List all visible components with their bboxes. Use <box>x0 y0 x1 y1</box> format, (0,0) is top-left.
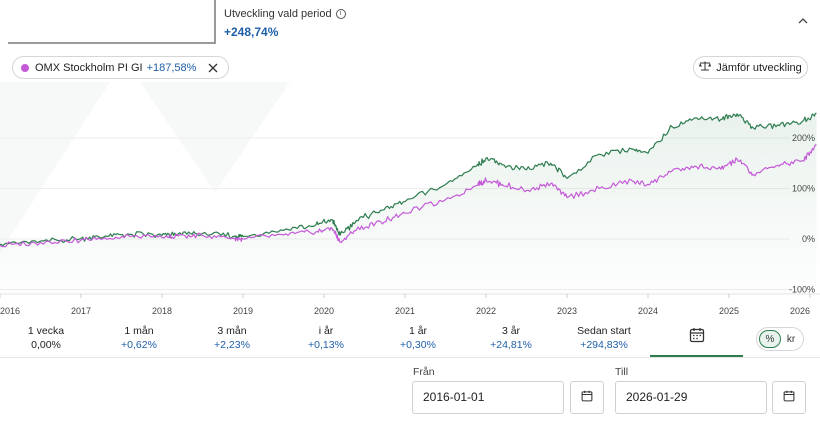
preset-label: 1 vecka <box>27 325 65 337</box>
scale-icon <box>699 61 712 74</box>
series-color-dot <box>21 63 29 72</box>
x-tick-label: 2024 <box>638 306 658 316</box>
preset-value: +2,23% <box>214 339 250 351</box>
from-calendar-button[interactable] <box>570 381 604 414</box>
to-label: Till <box>615 366 629 378</box>
preset-option[interactable]: i år +0,13% <box>281 325 371 351</box>
x-tick-label: 2025 <box>719 306 739 316</box>
unit-toggle: % kr <box>756 327 804 351</box>
x-tick-label: 2019 <box>233 306 253 316</box>
preset-option[interactable]: 3 år +24,81% <box>466 325 556 351</box>
preset-label: 1 år <box>408 325 428 337</box>
compare-button[interactable]: Jämför utveckling <box>693 56 808 79</box>
preset-label: 1 mån <box>124 325 154 337</box>
x-tick-label: 2017 <box>71 306 91 316</box>
x-tick-label: 2026 <box>790 306 810 316</box>
preset-option[interactable]: 1 år +0,30% <box>373 325 463 351</box>
from-date-input[interactable]: 2016-01-01 <box>412 381 564 414</box>
selected-tab-indicator <box>8 0 216 44</box>
preset-value: +0,30% <box>400 339 436 351</box>
unit-currency-option[interactable]: kr <box>786 333 796 345</box>
x-tick-label: 2016 <box>0 306 20 316</box>
x-tick-label: 2018 <box>152 306 172 316</box>
x-tick-label: 2021 <box>395 306 415 316</box>
x-tick-label: 2020 <box>314 306 334 316</box>
from-label: Från <box>413 366 435 378</box>
close-icon[interactable] <box>206 61 220 75</box>
info-icon[interactable]: i <box>335 9 346 19</box>
preset-option[interactable]: 3 mån +2,23% <box>187 325 277 351</box>
calendar-tab[interactable] <box>650 320 743 357</box>
preset-label: 3 år <box>501 325 521 337</box>
series-name: OMX Stockholm PI GI <box>35 61 143 74</box>
calendar-icon <box>783 389 795 407</box>
series-area-fill <box>0 113 817 294</box>
period-presets: 1 vecka 0,00% 1 mån +0,62% 3 mån +2,23% i år +0… <box>0 320 820 358</box>
unit-percent-option[interactable]: % <box>759 330 781 348</box>
x-tick-label: 2023 <box>557 306 577 316</box>
background-shade-mid <box>140 82 290 192</box>
period-label-row: Utveckling vald period i <box>224 8 346 20</box>
period-summary: Utveckling vald period i +248,74% <box>224 8 346 39</box>
calendar-icon <box>581 389 593 407</box>
index-line <box>0 144 817 248</box>
period-label: Utveckling vald period <box>224 8 332 20</box>
preset-label: Sedan start <box>577 325 631 337</box>
compare-button-label: Jämför utveckling <box>716 61 802 74</box>
series-change: +187,58% <box>146 61 197 74</box>
preset-value: +24,81% <box>490 339 532 351</box>
preset-value: +294,83% <box>580 339 628 351</box>
performance-chart[interactable]: 200%100%0%-100% 201620172018201920202021… <box>0 82 820 320</box>
portfolio-line <box>0 112 817 247</box>
preset-value: +0,13% <box>308 339 344 351</box>
chevron-up-icon[interactable] <box>794 12 812 30</box>
preset-value: +0,62% <box>121 339 157 351</box>
period-change-value: +248,74% <box>224 25 279 39</box>
preset-option[interactable]: Sedan start +294,83% <box>559 325 649 351</box>
preset-label: i år <box>318 325 334 337</box>
to-date-input[interactable]: 2026-01-29 <box>615 381 767 414</box>
preset-label: 3 mån <box>217 325 247 337</box>
background-shade-left <box>0 82 110 252</box>
preset-option[interactable]: 1 mån +0,62% <box>94 325 184 351</box>
preset-option[interactable]: 1 vecka 0,00% <box>1 325 91 351</box>
to-calendar-button[interactable] <box>772 381 806 414</box>
calendar-icon <box>689 327 705 348</box>
series-chip[interactable]: OMX Stockholm PI GI +187,58% <box>12 56 230 79</box>
preset-value: 0,00% <box>31 339 61 351</box>
x-tick-label: 2022 <box>476 306 496 316</box>
